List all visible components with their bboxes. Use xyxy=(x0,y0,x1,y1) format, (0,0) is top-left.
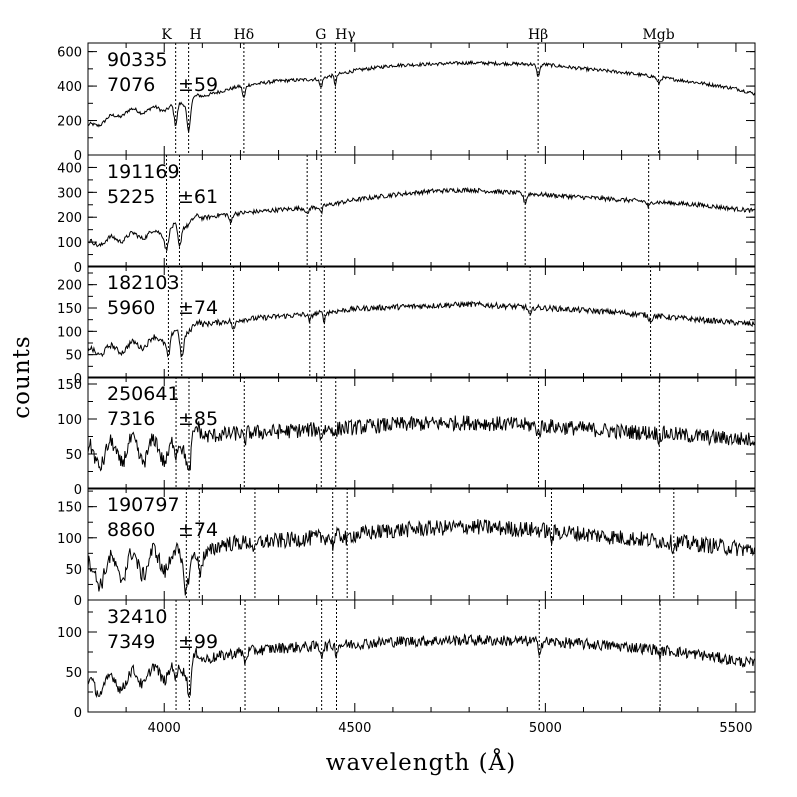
y-tick-label: 50 xyxy=(65,448,82,463)
spectrum-line xyxy=(87,300,755,358)
object-id: 32410 xyxy=(107,606,167,628)
spectrum-panel-250641: 0 50 100 150 250641 7316 ±85 xyxy=(57,376,756,498)
object-id: 190797 xyxy=(107,494,180,516)
velocity-error: ±85 xyxy=(178,408,218,430)
spectrum-line xyxy=(87,415,756,472)
y-tick-label: 50 xyxy=(65,563,82,578)
y-tick-label: 0 xyxy=(74,706,82,721)
y-tick-label: 200 xyxy=(57,279,82,294)
velocity-value: 7076 xyxy=(107,74,155,96)
velocity-error: ±99 xyxy=(178,631,218,653)
y-tick-label: 50 xyxy=(65,349,82,364)
y-tick-label: 100 xyxy=(57,236,82,251)
y-tick-label: 400 xyxy=(57,161,82,176)
spectrum-line xyxy=(87,633,756,699)
x-tick-label: 4000 xyxy=(148,721,181,736)
spectrum-panel-90335: 0 200 400 600 90335 7076 ±59 xyxy=(57,42,756,164)
y-tick-label: 0 xyxy=(74,149,82,164)
velocity-value: 7316 xyxy=(107,408,155,430)
y-tick-label: 0 xyxy=(74,372,82,387)
panel-frame xyxy=(87,599,756,713)
line-label-3: G xyxy=(315,27,326,43)
panel-frame xyxy=(87,265,756,379)
object-id: 250641 xyxy=(107,383,180,405)
y-tick-label: 0 xyxy=(74,594,82,609)
line-label-1: H xyxy=(190,27,202,43)
panel-frame xyxy=(87,154,756,268)
line-label-2: Hδ xyxy=(234,27,255,43)
line-label-6: Mgb xyxy=(642,27,674,43)
x-axis-title: wavelength (Å) xyxy=(326,748,516,776)
y-tick-label: 150 xyxy=(57,501,82,516)
velocity-error: ±59 xyxy=(178,74,218,96)
velocity-value: 8860 xyxy=(107,519,155,541)
panel-frame xyxy=(87,42,756,156)
y-tick-label: 200 xyxy=(57,211,82,226)
spectrum-panel-182103: 0 50 100 150 200 182103 5960 ±74 xyxy=(57,265,756,387)
spectrum-line xyxy=(87,186,755,251)
spectral-line-labels: K H Hδ G Hγ Hβ Mgb xyxy=(161,27,674,43)
y-tick-label: 200 xyxy=(57,115,82,130)
y-tick-label: 100 xyxy=(57,413,82,428)
line-label-5: Hβ xyxy=(528,27,548,43)
velocity-value: 5960 xyxy=(107,297,155,319)
panel-frame xyxy=(87,376,756,490)
spectrum-line xyxy=(87,519,756,596)
y-tick-label: 400 xyxy=(57,80,82,95)
velocity-error: ±61 xyxy=(178,186,218,208)
spectrum-line xyxy=(87,59,756,133)
panels-layer: 0 200 400 600 90335 7076 ±59 0 100 200 300 400 19116… xyxy=(57,42,756,736)
y-tick-label: 600 xyxy=(57,46,82,61)
line-label-4: Hγ xyxy=(335,27,356,43)
object-id: 191169 xyxy=(107,161,180,183)
spectrum-panel-190797: 0 50 100 150 190797 8860 ±74 xyxy=(57,487,756,609)
y-tick-label: 300 xyxy=(57,186,82,201)
line-label-0: K xyxy=(161,27,172,43)
velocity-error: ±74 xyxy=(178,519,218,541)
velocity-value: 7349 xyxy=(107,631,155,653)
y-tick-label: 50 xyxy=(65,666,82,681)
x-tick-label: 5000 xyxy=(529,721,562,736)
velocity-value: 5225 xyxy=(107,186,155,208)
object-id: 182103 xyxy=(107,272,180,294)
object-id: 90335 xyxy=(107,49,167,71)
y-tick-label: 150 xyxy=(57,378,82,393)
y-tick-label: 100 xyxy=(57,626,82,641)
y-tick-label: 150 xyxy=(57,302,82,317)
x-tick-label: 4500 xyxy=(338,721,371,736)
y-tick-label: 100 xyxy=(57,532,82,547)
y-tick-label: 0 xyxy=(74,261,82,276)
y-tick-label: 100 xyxy=(57,325,82,340)
spectrum-panel-32410: 0 50 100 32410 7349 ±99 xyxy=(57,599,756,721)
spectrum-panel-191169: 0 100 200 300 400 191169 5225 ±61 xyxy=(57,154,756,276)
y-axis-title: counts xyxy=(9,335,35,418)
x-tick-label: 5500 xyxy=(719,721,752,736)
y-tick-label: 0 xyxy=(74,483,82,498)
velocity-error: ±74 xyxy=(178,297,218,319)
